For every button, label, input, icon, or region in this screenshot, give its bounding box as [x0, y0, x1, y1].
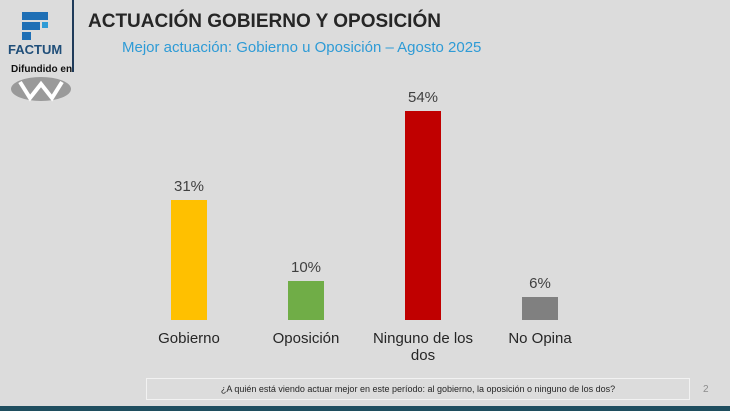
page-number: 2	[703, 384, 709, 395]
category-label: No Opina	[508, 330, 572, 347]
value-label: 31%	[173, 178, 205, 196]
value-label: 10%	[290, 259, 322, 277]
broadcast-label: Difundido en	[11, 64, 73, 75]
bottom-stripe	[0, 406, 730, 411]
value-label: 54%	[407, 89, 439, 107]
divider	[72, 0, 74, 72]
category-label: Oposición	[272, 330, 340, 347]
chart-title: ACTUACIÓN GOBIERNO Y OPOSICIÓN	[88, 11, 441, 32]
bar	[522, 296, 558, 320]
logo-icon	[22, 12, 48, 40]
bar	[405, 111, 441, 320]
category-label: Gobierno	[158, 330, 220, 347]
value-label: 6%	[529, 274, 551, 292]
chart-subtitle: Mejor actuación: Gobierno u Oposición – …	[122, 39, 482, 56]
category-label: Ninguno de los dos	[372, 330, 474, 364]
broadcast-logo	[11, 77, 71, 102]
question-note: ¿A quién está viendo actuar mejor en est…	[146, 378, 690, 400]
logo-text: FACTUM	[8, 42, 63, 57]
bar	[171, 200, 207, 320]
bar	[288, 281, 324, 320]
